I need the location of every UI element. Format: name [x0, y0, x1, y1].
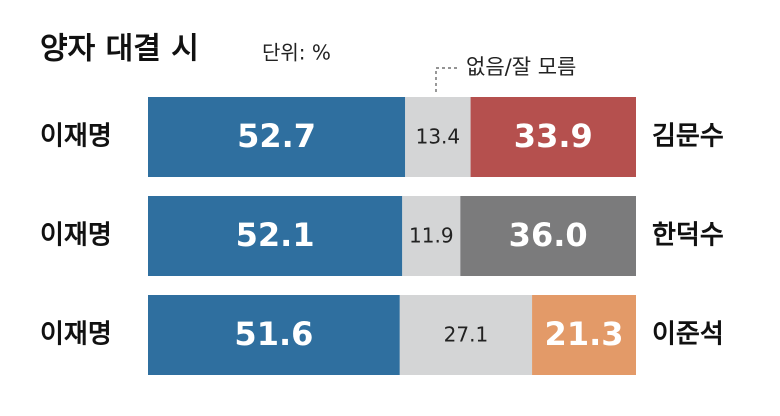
bar-segment	[460, 196, 636, 276]
value-label: 51.6	[234, 315, 313, 353]
value-label: 36.0	[509, 216, 588, 254]
bar-segment	[148, 97, 406, 177]
value-label: 21.3	[545, 315, 624, 353]
bar-segment	[399, 295, 533, 375]
left-label: 이재명	[40, 122, 112, 152]
bar-segment	[148, 295, 400, 375]
bar-segment	[470, 97, 636, 177]
left-label: 이재명	[40, 320, 112, 350]
value-label: 13.4	[416, 125, 461, 149]
bar-segment	[148, 196, 403, 276]
value-label: 33.9	[514, 117, 593, 155]
left-label: 이재명	[40, 221, 112, 251]
legend-label: 없음/잘 모름	[466, 55, 576, 79]
value-label: 27.1	[444, 323, 489, 347]
value-label: 11.9	[409, 224, 454, 248]
value-label: 52.7	[237, 117, 316, 155]
right-label: 한덕수	[652, 221, 724, 251]
bar-segment	[402, 196, 461, 276]
bar-segment	[405, 97, 471, 177]
chart-title: 양자 대결 시	[40, 32, 199, 67]
chart-subtitle: 단위: %	[262, 41, 331, 65]
value-label: 52.1	[236, 216, 315, 254]
annotation-leader	[435, 67, 460, 92]
bar-segment	[532, 295, 636, 375]
right-label: 이준석	[652, 320, 724, 350]
right-label: 김문수	[652, 122, 724, 152]
